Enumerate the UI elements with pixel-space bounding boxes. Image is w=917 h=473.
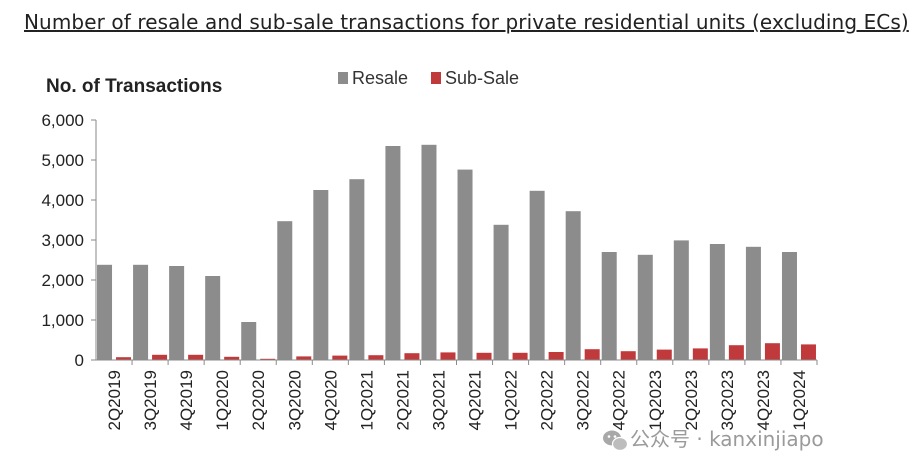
- x-tick-label: 4Q2019: [177, 370, 196, 431]
- resale-bar: [529, 190, 545, 360]
- x-tick-label: 2Q2021: [393, 370, 412, 431]
- x-axis: 2Q2019 3Q2019 4Q2019 1Q2020 2Q2020 3Q2020 4Q20…: [96, 359, 818, 431]
- y-tick-label: 1,000: [41, 311, 84, 330]
- subsale-bar: [152, 354, 168, 360]
- x-tick-label: 1Q2021: [357, 370, 376, 431]
- resale-bar: [673, 240, 689, 360]
- legend-item-resale: Resale: [338, 68, 408, 88]
- y-tick-label: 5,000: [41, 151, 84, 170]
- watermark: 公众号 · kanxinjiapo: [603, 427, 824, 452]
- resale-bar: [709, 244, 725, 360]
- subsale-bar: [584, 349, 600, 360]
- subsale-bar: [620, 351, 636, 360]
- subsale-bar: [512, 352, 528, 360]
- subsale-bar: [692, 348, 708, 360]
- x-tick-label: 4Q2022: [610, 370, 629, 431]
- subsale-bar: [116, 357, 132, 360]
- resale-bar: [601, 252, 617, 360]
- resale-bar: [781, 252, 797, 360]
- x-tick-label: 3Q2019: [141, 370, 160, 431]
- legend-swatch: [338, 72, 348, 84]
- x-tick-label: 4Q2023: [754, 370, 773, 431]
- y-axis-label: No. of Transactions: [46, 76, 222, 97]
- x-tick-label: 4Q2021: [466, 370, 485, 431]
- y-axis: 0 1,000 2,000 3,000 4,000 5,000 6,000: [41, 111, 97, 370]
- resale-bar: [205, 276, 221, 360]
- x-tick-label: 3Q2023: [718, 370, 737, 431]
- x-tick-label: 1Q2020: [213, 370, 232, 431]
- legend-label: Resale: [352, 68, 408, 88]
- x-tick-label: 2Q2023: [682, 370, 701, 431]
- x-tick-label: 1Q2023: [646, 370, 665, 431]
- legend-swatch: [431, 72, 441, 84]
- subsale-bar: [476, 352, 492, 360]
- resale-bar: [493, 224, 509, 360]
- page-title: Number of resale and sub-sale transactio…: [24, 10, 909, 34]
- resale-bar: [565, 211, 581, 360]
- subsale-bar: [224, 356, 240, 360]
- resale-bar: [745, 246, 761, 360]
- subsale-bar: [800, 344, 816, 360]
- x-tick-label: 2Q2019: [105, 370, 124, 431]
- resale-bar: [457, 169, 473, 360]
- y-tick-label: 6,000: [41, 111, 84, 130]
- y-tick-label: 0: [75, 351, 84, 370]
- y-tick-label: 3,000: [41, 231, 84, 250]
- legend-label: Sub-Sale: [445, 68, 519, 88]
- x-tick-label: 2Q2022: [538, 370, 557, 431]
- resale-bar: [277, 221, 293, 360]
- subsale-bar: [548, 352, 564, 360]
- x-tick-label: 1Q2022: [502, 370, 521, 431]
- resale-bar: [637, 254, 653, 360]
- subsale-bar: [332, 355, 348, 360]
- x-tick-label: 1Q2024: [790, 370, 809, 431]
- watermark-text: 公众号 · kanxinjiapo: [630, 427, 824, 451]
- subsale-bar: [368, 355, 384, 360]
- x-tick-label: 2Q2020: [249, 370, 268, 431]
- y-tick-label: 4,000: [41, 191, 84, 210]
- legend-item-subsale: Sub-Sale: [431, 68, 519, 88]
- resale-bar: [349, 179, 365, 360]
- subsale-bar: [188, 354, 204, 360]
- subsale-bar: [296, 356, 312, 360]
- x-tick-label: 3Q2020: [285, 370, 304, 431]
- subsale-bar: [728, 345, 744, 360]
- subsale-bar: [440, 352, 456, 360]
- resale-bar: [241, 322, 257, 360]
- subsale-bar: [764, 343, 780, 360]
- resale-bar: [133, 264, 149, 360]
- resale-bar: [421, 144, 437, 360]
- legend: Resale Sub-Sale: [338, 68, 519, 88]
- x-tick-label: 4Q2020: [321, 370, 340, 431]
- subsale-bar: [260, 358, 276, 360]
- y-tick-label: 2,000: [41, 271, 84, 290]
- resale-bar: [313, 190, 329, 360]
- resale-bar: [169, 266, 185, 360]
- subsale-bar: [404, 353, 420, 360]
- resale-bar: [97, 264, 113, 360]
- subsale-bar: [656, 349, 672, 360]
- resale-bar: [385, 146, 401, 360]
- bars: [97, 144, 816, 360]
- wechat-icon: [603, 430, 629, 452]
- x-tick-label: 3Q2022: [574, 370, 593, 431]
- x-tick-label: 3Q2021: [429, 370, 448, 431]
